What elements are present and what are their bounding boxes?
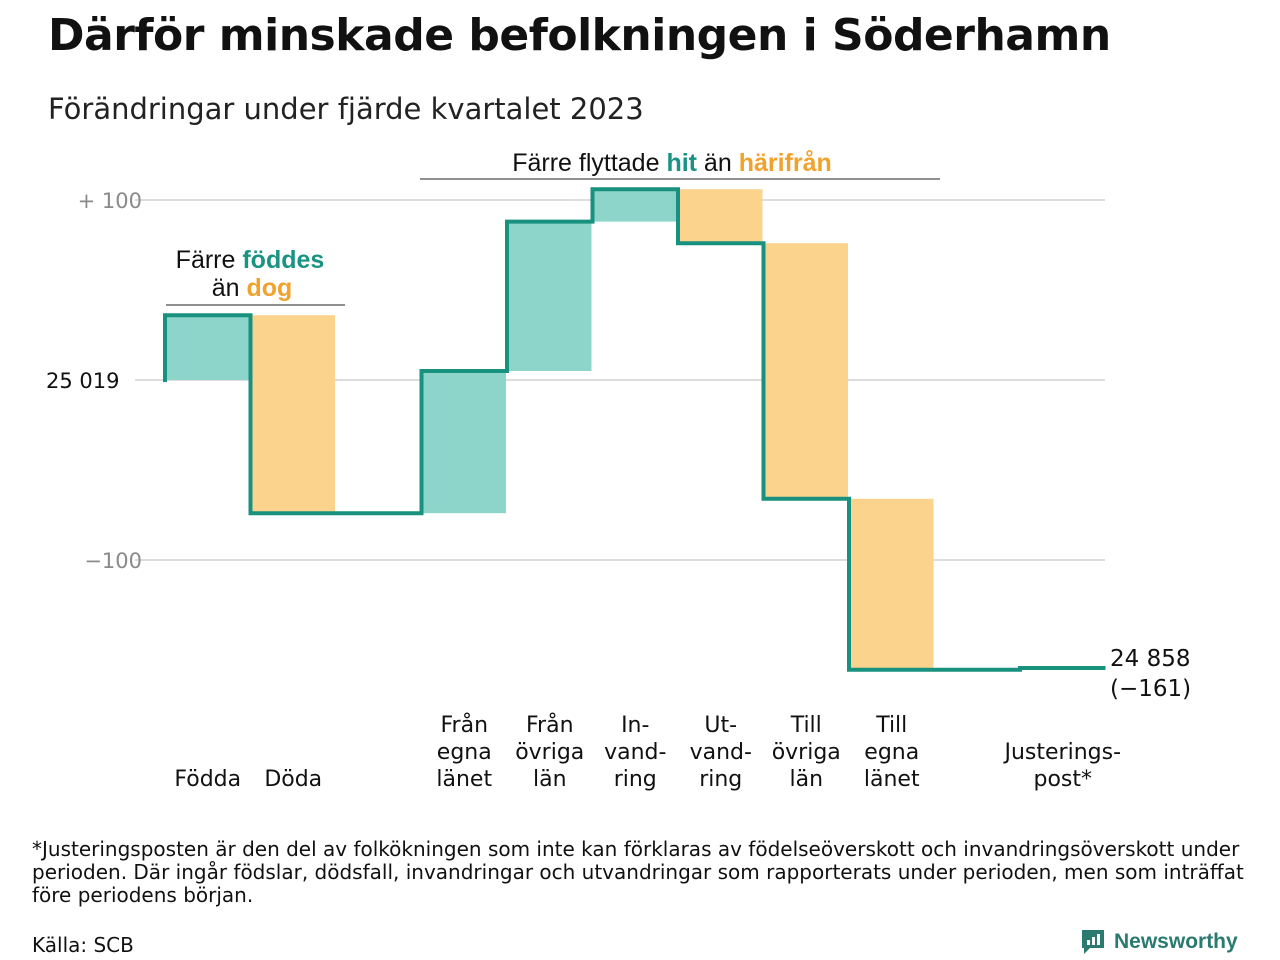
newsworthy-logo-icon [1082,930,1104,954]
category-label: länet [864,767,920,792]
category-label: egna [437,740,492,765]
chart-title: Därför minskade befolkningen i Söderhamn [48,10,1111,61]
category-label: post* [1033,767,1092,792]
category-label: övriga [515,740,584,765]
waterfall-bar [849,498,934,670]
brand-name: Newsworthy [1114,930,1238,953]
waterfall-bar [678,189,763,244]
category-label: vand- [690,740,752,765]
category-label: Födda [174,767,241,792]
moves-annotation: Färre flyttade hit än härifrån [512,149,832,177]
category-label: Till [875,713,907,738]
y-tick-label: −100 [84,549,142,573]
source-note: Källa: SCB [32,933,134,957]
waterfall-bar [592,189,677,222]
category-label: ring [614,767,657,792]
start-value-label: 25 019 [46,369,119,393]
y-tick-label: + 100 [78,189,142,213]
category-label: ring [699,767,742,792]
waterfall-bar [165,315,250,380]
category-label: Från [440,712,488,738]
category-label: Från [526,712,574,738]
category-label: länet [436,767,492,792]
waterfall-bar [421,371,506,514]
births-annotation-line1: Färre föddes [176,246,325,274]
category-label: Justerings- [1002,740,1121,765]
running-total-line [163,187,1106,672]
category-label: övriga [772,740,841,765]
category-label: In- [621,713,649,738]
end-value-label: 24 858 [1110,646,1190,672]
category-label: län [789,767,823,792]
waterfall-bar [250,315,335,514]
category-label: län [533,767,567,792]
category-label: egna [864,740,919,765]
waterfall-bar [507,221,592,371]
category-label: Ut- [704,713,737,738]
category-label: vand- [604,740,666,765]
waterfall-bar [763,243,848,499]
footnote: *Justeringsposten är den del av folkökni… [32,837,1244,907]
category-label: Till [790,713,822,738]
births-annotation-line2: än dog [212,274,293,302]
category-label: Döda [264,767,322,792]
end-change-label: (−161) [1110,676,1191,702]
brand-logo: Newsworthy [1080,928,1238,956]
chart-subtitle: Förändringar under fjärde kvartalet 2023 [48,92,644,126]
